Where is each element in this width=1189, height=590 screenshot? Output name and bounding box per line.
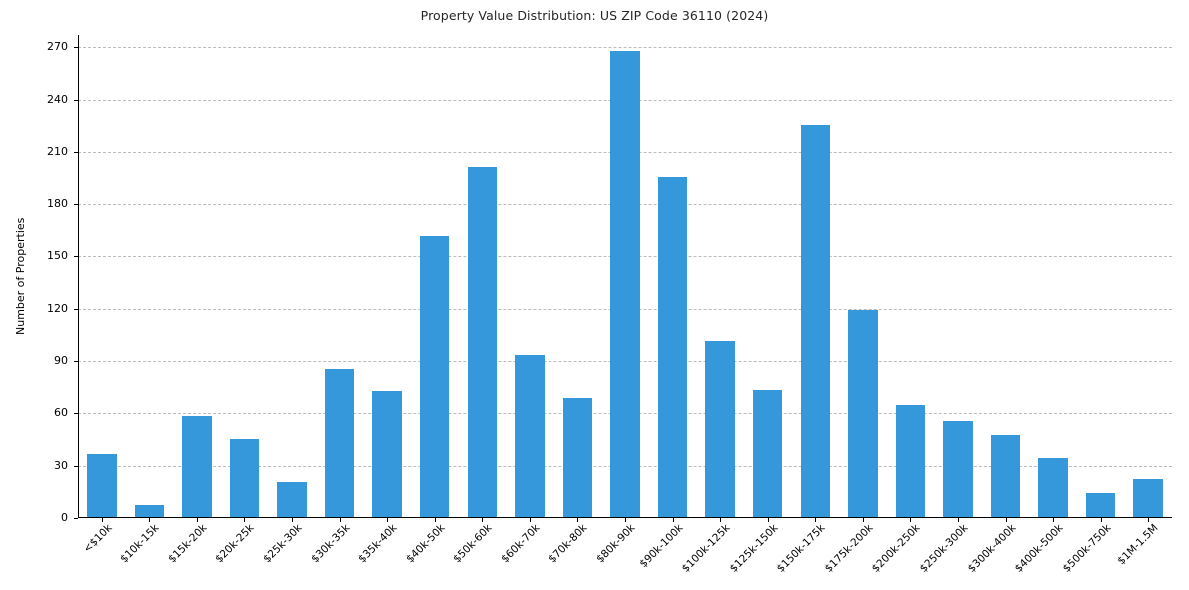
- y-tick-mark: [74, 151, 78, 153]
- x-tick-mark: [577, 518, 579, 522]
- y-axis-spine: [78, 35, 79, 518]
- y-tick-label: 210: [47, 144, 68, 158]
- y-tick-mark: [74, 413, 78, 415]
- x-axis-spine: [78, 517, 1172, 518]
- y-axis-label: Number of Properties: [14, 217, 27, 335]
- x-tick-mark: [910, 518, 912, 522]
- y-tick-label: 180: [47, 197, 68, 211]
- bar: [800, 124, 830, 517]
- y-tick-label: 90: [54, 354, 68, 368]
- bar: [1133, 478, 1163, 517]
- bar: [705, 340, 735, 517]
- y-tick-label: 150: [47, 249, 68, 263]
- y-tick-label: 60: [54, 406, 68, 420]
- bar: [657, 176, 688, 517]
- bar: [562, 398, 593, 517]
- x-tick-mark: [1053, 518, 1055, 522]
- y-tick-mark: [74, 204, 78, 206]
- bar: [1085, 492, 1116, 517]
- x-tick-mark: [1005, 518, 1007, 522]
- x-tick-mark: [149, 518, 151, 522]
- x-tick-mark: [101, 518, 103, 522]
- x-tick-mark: [339, 518, 341, 522]
- bar: [277, 482, 307, 517]
- x-tick-mark: [815, 518, 817, 522]
- x-tick-mark: [292, 518, 294, 522]
- x-tick-mark: [767, 518, 769, 522]
- y-tick-mark: [74, 308, 78, 310]
- y-axis-label-container: Number of Properties: [14, 35, 34, 518]
- y-tick-label: 270: [47, 40, 68, 54]
- bar: [229, 438, 260, 517]
- y-tick-mark: [74, 99, 78, 101]
- x-tick-mark: [1100, 518, 1102, 522]
- plot-area: 0 30 60 90 120 150 180 210 240 270: [47, 35, 1172, 523]
- bar: [182, 415, 212, 517]
- x-tick-mark: [196, 518, 198, 522]
- y-tick-label: 30: [54, 458, 68, 472]
- bar: [895, 405, 926, 517]
- bar: [1038, 457, 1068, 517]
- y-tick-label: 0: [61, 511, 68, 524]
- y-tick-mark: [74, 361, 78, 363]
- bar: [515, 354, 545, 517]
- bar: [943, 421, 973, 517]
- x-tick-mark: [387, 518, 389, 522]
- x-tick-mark: [625, 518, 626, 522]
- y-tick-mark: [74, 47, 78, 49]
- bar-series: [78, 35, 1172, 518]
- bar: [610, 51, 640, 517]
- bar: [87, 454, 117, 517]
- x-tick-mark: [529, 518, 531, 522]
- bar: [324, 368, 355, 517]
- bar: [848, 309, 878, 517]
- x-tick-mark: [244, 518, 246, 522]
- x-tick-mark: [434, 518, 436, 522]
- x-tick-mark: [862, 518, 864, 522]
- y-tick-mark: [74, 256, 78, 258]
- x-axis-tick-labels: <$10k $10k-15k $15k-20k $20k-25k $25k-30k $30…: [78, 522, 1172, 590]
- x-tick-mark: [957, 518, 959, 522]
- chart-title: Property Value Distribution: US ZIP Code…: [420, 8, 769, 23]
- y-tick-label: 240: [47, 92, 68, 106]
- y-tick-mark: [74, 465, 78, 467]
- bar: [990, 435, 1021, 517]
- bar: [752, 389, 783, 517]
- bar: [372, 391, 402, 517]
- x-tick-mark: [672, 518, 674, 522]
- y-tick-mark: [74, 518, 78, 519]
- bar: [467, 166, 498, 517]
- y-tick-label: 120: [47, 301, 68, 315]
- x-tick-mark: [720, 518, 722, 522]
- x-tick-mark: [1148, 518, 1150, 522]
- bar: [419, 236, 450, 517]
- gridline: [78, 47, 1172, 49]
- x-tick-mark: [482, 518, 484, 522]
- bar: [134, 504, 165, 517]
